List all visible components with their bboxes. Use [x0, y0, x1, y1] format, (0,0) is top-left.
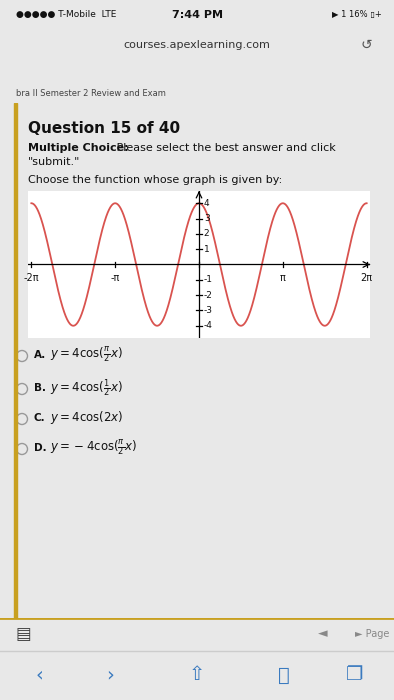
Text: 1: 1: [204, 245, 210, 253]
Text: ‹: ‹: [35, 666, 43, 685]
Text: Question 15 of 40: Question 15 of 40: [28, 121, 180, 136]
Text: C.: C.: [34, 413, 46, 423]
Text: bra II Semester 2 Review and Exam: bra II Semester 2 Review and Exam: [16, 90, 165, 99]
Text: courses.apexlearning.com: courses.apexlearning.com: [124, 40, 270, 50]
Text: B.: B.: [34, 383, 46, 393]
Text: Multiple Choice:: Multiple Choice:: [28, 143, 128, 153]
Bar: [14, 103, 17, 618]
Text: ↺: ↺: [361, 38, 372, 52]
Text: Choose the function whose graph is given by:: Choose the function whose graph is given…: [28, 175, 282, 185]
Text: -3: -3: [204, 306, 213, 315]
Text: 2π: 2π: [361, 273, 373, 283]
Text: ◄: ◄: [318, 627, 328, 640]
Text: 3: 3: [204, 214, 210, 223]
Text: ▤: ▤: [16, 625, 32, 643]
Text: -2: -2: [204, 290, 213, 300]
Text: ❐: ❐: [346, 666, 363, 685]
Text: -2π: -2π: [24, 273, 39, 283]
Text: $y = 4\cos(2x)$: $y = 4\cos(2x)$: [50, 410, 124, 426]
Text: A.: A.: [34, 350, 46, 360]
Text: $y = -4\cos(\frac{\pi}{2}x)$: $y = -4\cos(\frac{\pi}{2}x)$: [50, 438, 137, 458]
Text: Please select the best answer and click: Please select the best answer and click: [113, 143, 336, 153]
Text: 2: 2: [204, 230, 210, 239]
Text: -π: -π: [110, 273, 120, 283]
Text: ●●●●● T-Mobile  LTE: ●●●●● T-Mobile LTE: [16, 10, 116, 20]
Text: π: π: [280, 273, 286, 283]
Text: ► Page: ► Page: [355, 629, 389, 639]
Text: ⇧: ⇧: [189, 666, 205, 685]
Text: ⎕: ⎕: [278, 666, 290, 685]
Text: "submit.": "submit.": [28, 157, 80, 167]
Text: 4: 4: [204, 199, 210, 208]
Text: -4: -4: [204, 321, 213, 330]
Text: D.: D.: [34, 443, 46, 453]
Text: -1: -1: [204, 275, 213, 284]
Text: ›: ›: [106, 666, 114, 685]
Text: $y = 4\cos(\frac{1}{2}x)$: $y = 4\cos(\frac{1}{2}x)$: [50, 377, 123, 399]
Text: ▶ 1 16% ▯+: ▶ 1 16% ▯+: [333, 10, 382, 20]
Text: $y = 4\cos(\frac{\pi}{2}x)$: $y = 4\cos(\frac{\pi}{2}x)$: [50, 346, 123, 365]
Text: 7:44 PM: 7:44 PM: [171, 10, 223, 20]
